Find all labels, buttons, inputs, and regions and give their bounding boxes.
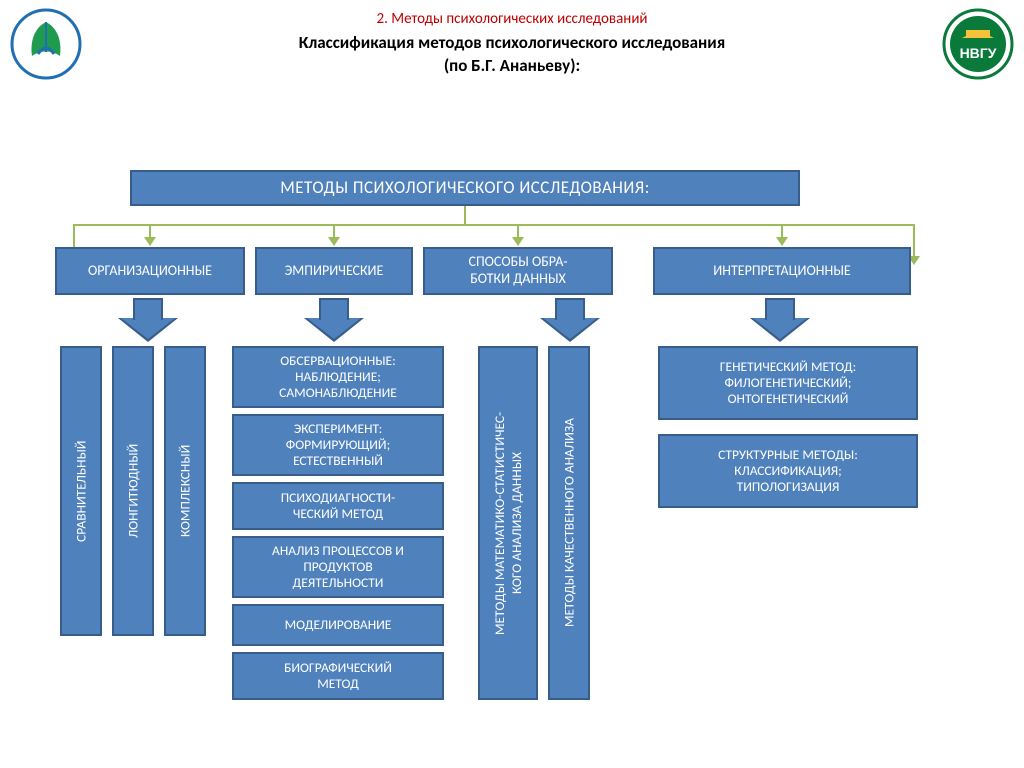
connector-line [126,224,800,226]
processing-item-1: МЕТОДЫ КАЧЕСТВЕННОГО АНАЛИЗА [548,346,590,700]
interpretation-item-0: ГЕНЕТИЧЕСКИЙ МЕТОД: ФИЛОГЕНЕТИЧЕСКИЙ; ОН… [658,346,918,420]
empirical-item-1: ЭКСПЕРИМЕНТ: ФОРМИРУЮЩИЙ; ЕСТЕСТВЕННЫЙ [232,414,444,476]
connector-line [800,224,914,226]
interpretation-item-1: СТРУКТУРНЫЕ МЕТОДЫ: КЛАССИФИКАЦИЯ; ТИПОЛ… [658,434,918,508]
connector-line [913,224,915,256]
connector-line [781,224,783,237]
logo-right: НВГУ [942,8,1014,80]
empirical-item-4: МОДЕЛИРОВАНИЕ [232,604,444,646]
empirical-item-5: БИОГРАФИЧЕСКИЙ МЕТОД [232,652,444,700]
svg-text:НВГУ: НВГУ [960,45,997,61]
logo-left [10,8,82,80]
connector-line [126,224,128,226]
processing-item-0: МЕТОДЫ МАТЕМАТИКО-СТАТИСТИЧЕС- КОГО АНАЛ… [478,346,538,700]
category-processing: СПОСОБЫ ОБРА- БОТКИ ДАННЫХ [423,247,613,295]
connector-arrowhead [512,237,524,246]
empirical-item-3: АНАЛИЗ ПРОЦЕССОВ И ПРОДУКТОВ ДЕЯТЕЛЬНОСТ… [232,536,444,598]
organizational-item-1: ЛОНГИТЮДНЫЙ [112,346,154,636]
header: 2. Методы психологических исследований К… [0,0,1024,76]
organizational-item-0: СРАВНИТЕЛЬНЫЙ [60,346,102,636]
organizational-item-2: КОМПЛЕКСНЫЙ [164,346,206,636]
category-organizational: ОРГАНИЗАЦИОННЫЕ [55,247,245,295]
category-interpretation: ИНТЕРПРЕТАЦИОННЫЕ [653,247,911,295]
big-arrow-3 [750,298,810,342]
connector-line [149,224,151,237]
big-arrow-0 [118,298,178,342]
section-title: 2. Методы психологических исследований [0,10,1024,28]
empirical-item-2: ПСИХОДИАГНОСТИ- ЧЕСКИЙ МЕТОД [232,482,444,530]
connector-line [464,206,466,224]
connector-arrowhead [144,237,156,246]
sub-title: (по Б.Г. Ананьеву): [0,55,1024,76]
root-node: МЕТОДЫ ПСИХОЛОГИЧЕСКОГО ИССЛЕДОВАНИЯ: [130,170,800,206]
connector-arrowhead [776,237,788,246]
connector-line [517,224,519,237]
big-arrow-2 [540,298,600,342]
big-arrow-1 [304,298,364,342]
main-title: Классификация методов психологического и… [0,32,1024,53]
empirical-item-0: ОБСЕРВАЦИОННЫЕ: НАБЛЮДЕНИЕ; САМОНАБЛЮДЕН… [232,346,444,408]
connector-line [333,224,335,237]
category-empirical: ЭМПИРИЧЕСКИЕ [255,247,413,295]
connector-line [74,224,126,226]
connector-arrowhead [328,237,340,246]
